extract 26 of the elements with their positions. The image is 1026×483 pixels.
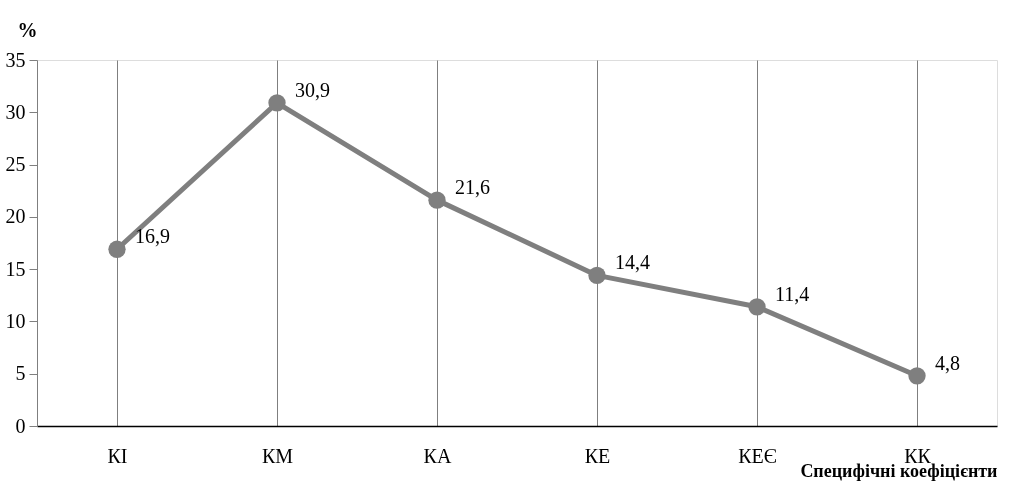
- data-label: 4,8: [935, 351, 960, 374]
- y-tick-label: 30: [5, 100, 26, 123]
- x-tick-label: КМ: [261, 444, 294, 467]
- point: [748, 298, 766, 316]
- point: [428, 191, 446, 209]
- data-label: 21,6: [455, 176, 490, 199]
- y-tick-label: 15: [5, 257, 26, 280]
- data-label: 16,9: [135, 225, 170, 248]
- data-label: 11,4: [775, 282, 810, 305]
- point: [908, 367, 926, 385]
- y-tick-label: 0: [15, 414, 26, 437]
- point: [268, 94, 286, 112]
- y-tick-label: 35: [5, 48, 26, 71]
- y-axis-title: %: [17, 18, 38, 41]
- x-tick-label: КЕЄ: [738, 444, 777, 467]
- x-tick-label: КІ: [107, 444, 128, 467]
- y-tick-label: 10: [5, 309, 26, 332]
- x-tick-label: КА: [423, 444, 452, 467]
- point: [108, 240, 126, 258]
- data-label: 30,9: [295, 78, 330, 101]
- point: [588, 266, 606, 285]
- y-tick-label: 5: [15, 362, 26, 385]
- data-label: 14,4: [615, 251, 650, 274]
- y-tick-label: 20: [5, 205, 26, 228]
- y-tick-label: 25: [5, 153, 26, 176]
- x-tick-label: КЕ: [584, 444, 611, 467]
